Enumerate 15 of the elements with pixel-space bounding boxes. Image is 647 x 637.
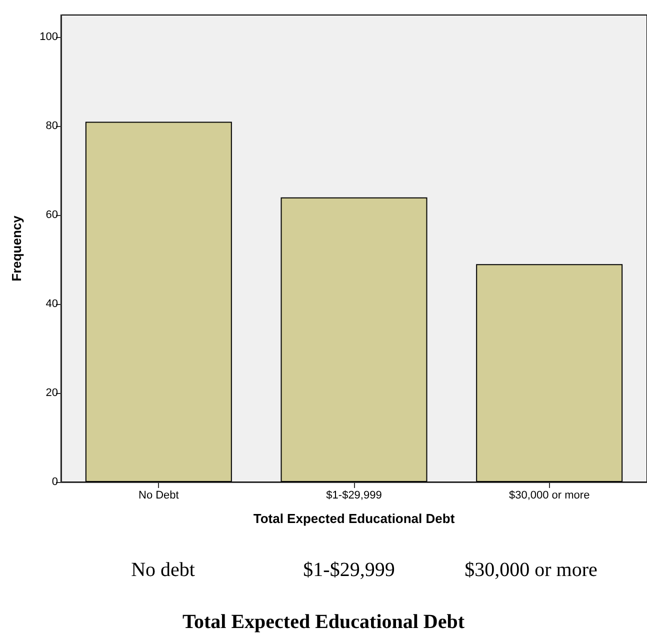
y-tick-label: 20	[46, 387, 58, 400]
text: Total Expected Educational Debt	[182, 611, 465, 633]
x-tick-label: No Debt	[138, 490, 179, 502]
text: No debt	[131, 559, 196, 581]
y-tick-label: 60	[46, 209, 58, 222]
x-tick-label: $30,000 or more	[508, 490, 590, 502]
y-tick-label: 40	[46, 298, 58, 310]
x-axis-title: Total Expected Educational Debt	[253, 511, 456, 526]
text: $1-$29,999	[303, 559, 395, 581]
x-tick-label: $1-$29,999	[326, 490, 382, 502]
y-tick-label: 80	[46, 120, 58, 132]
y-axis-title: Frequency	[9, 214, 24, 282]
text: $30,000 or more	[464, 559, 598, 581]
y-tick-label: 0	[52, 476, 58, 488]
y-tick-label: 100	[40, 31, 58, 44]
